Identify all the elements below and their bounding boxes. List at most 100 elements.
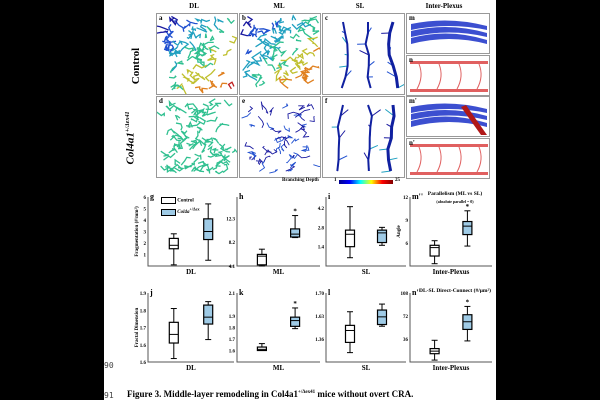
x-axis-label: Inter-Plexus bbox=[433, 364, 470, 372]
panel-letter: n' bbox=[409, 139, 415, 147]
caption-main: Figure 3. Middle-layer remodeling in Col… bbox=[127, 389, 298, 399]
chart-panel-letter: h bbox=[239, 192, 244, 201]
column-header-ml: ML bbox=[273, 2, 285, 10]
box-iqr bbox=[376, 229, 388, 244]
box-iqr bbox=[429, 244, 440, 257]
y-tick-label: 1.8 bbox=[229, 327, 236, 332]
boxplot-k: 1.6 1.7 1.8 1.9 2.1 ML * k bbox=[229, 288, 320, 374]
boxplot-svg: 1 2 3 4 5 6 DL Fragmentation (#/mm²) bbox=[134, 196, 234, 276]
y-tick-label: 8.2 bbox=[229, 241, 236, 246]
box-control bbox=[256, 343, 267, 352]
chart-panel-letter: n'' bbox=[412, 288, 421, 297]
y-axis-label: Fractal Dimension bbox=[135, 307, 140, 347]
image-panel-c: c bbox=[322, 13, 405, 95]
box-control bbox=[168, 233, 179, 266]
image-panel-f: f bbox=[322, 96, 405, 178]
boxplot-h: 4.1 8.2 12.3 ML * h bbox=[226, 192, 320, 278]
image-panel-mp: m' bbox=[406, 96, 490, 137]
axes bbox=[147, 197, 234, 267]
image-panel-n: n bbox=[406, 55, 490, 96]
vessel-render bbox=[339, 21, 404, 89]
y-tick-label: 1 bbox=[144, 254, 147, 259]
axes bbox=[409, 293, 492, 363]
chart-panel-letter: i bbox=[328, 192, 331, 201]
box-iqr bbox=[344, 229, 356, 248]
y-tick-label: 1.36 bbox=[315, 338, 324, 343]
axes bbox=[409, 197, 492, 267]
box-mutant bbox=[376, 303, 388, 327]
boxplot-mpp: 6 9 12 Inter-Plexus Angle Parallelism (ML vs … bbox=[397, 190, 492, 278]
column-header-sl: SL bbox=[355, 2, 365, 10]
vessel-render bbox=[240, 14, 320, 89]
boxplot-npp: 36 72 108 Inter-Plexus DL-SL Direct-Connect … bbox=[401, 287, 492, 374]
box-iqr bbox=[344, 324, 356, 344]
significance-star: * bbox=[293, 300, 297, 308]
colorbar-min: 1 bbox=[334, 178, 337, 183]
box-mutant bbox=[203, 301, 214, 341]
boxplot-l: 1.36 1.63 1.70 SL l bbox=[315, 288, 406, 374]
legend-label-mutant: Col4a bbox=[177, 210, 190, 216]
image-panel-a: a bbox=[156, 13, 238, 95]
y-tick-label: 2.8 bbox=[318, 226, 325, 231]
colorbar bbox=[339, 180, 393, 184]
legend-item-mutant: Col4a+/Δex bbox=[161, 206, 200, 218]
axes bbox=[147, 293, 234, 363]
y-tick-label: 1.4 bbox=[318, 246, 325, 251]
y-tick-label: 4.1 bbox=[229, 265, 236, 270]
significance-star: * bbox=[466, 298, 470, 306]
vessel-render bbox=[157, 98, 237, 175]
box-control bbox=[344, 311, 356, 354]
chart-panel-letter: g bbox=[150, 192, 154, 201]
image-panel-np: n' bbox=[406, 138, 490, 179]
box-iqr bbox=[168, 237, 179, 250]
vessel-render bbox=[331, 104, 398, 173]
legend-swatch-mutant bbox=[161, 208, 176, 216]
y-tick-label: 1.6 bbox=[229, 350, 236, 355]
y-tick-label: 5 bbox=[144, 208, 147, 213]
panel-letter: n bbox=[409, 56, 413, 64]
boxplot-svg: 6 9 12 Inter-Plexus Angle Parallelism (ML vs … bbox=[397, 190, 492, 276]
axes bbox=[236, 197, 320, 267]
vessel-render bbox=[410, 61, 488, 92]
y-tick-label: 9 bbox=[406, 219, 409, 224]
y-tick-label: 108 bbox=[401, 292, 409, 297]
axes bbox=[236, 293, 320, 363]
caption-sup: +/Δex41 bbox=[298, 390, 316, 395]
axes bbox=[325, 293, 406, 363]
panel-letter: c bbox=[325, 14, 329, 22]
chart-title: Parallelism (ML vs SL) bbox=[428, 190, 483, 197]
y-tick-label: 2.1 bbox=[229, 292, 236, 297]
legend-item-control: Control bbox=[161, 197, 200, 206]
panel-letter: m' bbox=[409, 97, 417, 105]
x-axis-label: ML bbox=[273, 364, 285, 372]
box-iqr bbox=[289, 316, 301, 327]
box-iqr bbox=[203, 304, 214, 325]
panel-letter: a bbox=[159, 14, 163, 22]
x-axis-label: SL bbox=[362, 364, 371, 372]
boxplot-svg: 1.36 1.63 1.70 SL bbox=[315, 292, 406, 372]
row-label-col4a1: Col4a1+/Δex41 bbox=[124, 112, 136, 165]
significance-star: * bbox=[466, 203, 470, 211]
box-control bbox=[168, 308, 179, 360]
y-tick-label: 1.7 bbox=[229, 338, 236, 343]
significance-star: * bbox=[293, 208, 297, 216]
chart-panel-letter: k bbox=[239, 288, 244, 297]
y-tick-label: 6 bbox=[406, 242, 409, 247]
row-label-col4a1-text: Col4a1 bbox=[124, 132, 137, 165]
y-tick-label: 12.3 bbox=[226, 217, 235, 222]
vessel-render bbox=[410, 144, 488, 175]
y-tick-label: 1.8 bbox=[140, 309, 147, 314]
x-axis-label: SL bbox=[362, 268, 371, 276]
boxplot-svg: 4.1 8.2 12.3 ML * bbox=[226, 197, 320, 276]
line-number-91: 91 bbox=[104, 391, 114, 400]
box-iqr bbox=[256, 346, 267, 352]
boxplot-i: 1.4 2.8 4.2 SL i bbox=[318, 192, 406, 278]
y-tick-label: 4.2 bbox=[318, 207, 325, 212]
boxplot-svg: 1.6 1.7 1.8 1.9 2.1 ML * bbox=[229, 292, 320, 372]
panel-letter: e bbox=[242, 97, 246, 105]
legend-label-mutant-sup: +/Δex bbox=[189, 206, 200, 212]
image-panel-b: b bbox=[239, 13, 321, 95]
y-tick-label: 1.63 bbox=[315, 315, 324, 320]
caption-rest: mice without overt CRA. bbox=[315, 389, 414, 399]
box-mutant: * bbox=[462, 298, 473, 342]
